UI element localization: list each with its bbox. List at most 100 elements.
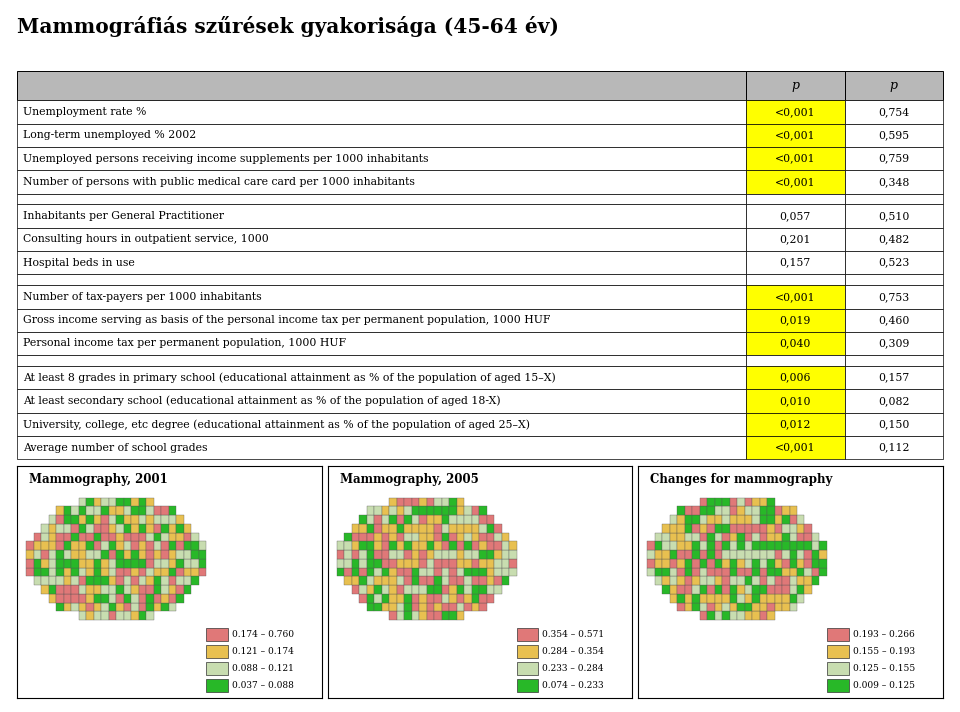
- Bar: [94, 506, 102, 515]
- Bar: [79, 577, 86, 585]
- Bar: [782, 567, 789, 577]
- Bar: [722, 602, 730, 612]
- Text: 0,523: 0,523: [878, 258, 909, 268]
- Bar: [782, 594, 789, 602]
- Bar: [737, 612, 745, 620]
- Bar: [94, 612, 102, 620]
- Bar: [191, 533, 199, 541]
- Bar: [722, 533, 730, 541]
- Text: 0,006: 0,006: [780, 372, 811, 382]
- Bar: [714, 550, 722, 559]
- Bar: [746, 366, 845, 389]
- Bar: [471, 567, 479, 577]
- Bar: [700, 602, 708, 612]
- Bar: [775, 515, 782, 524]
- Bar: [420, 541, 426, 550]
- Bar: [426, 541, 434, 550]
- Bar: [57, 533, 64, 541]
- Bar: [746, 228, 845, 251]
- Bar: [146, 594, 154, 602]
- Bar: [374, 506, 382, 515]
- Bar: [662, 567, 670, 577]
- Bar: [782, 585, 789, 594]
- Bar: [759, 524, 767, 533]
- Bar: [57, 515, 64, 524]
- Bar: [700, 550, 708, 559]
- Bar: [464, 515, 471, 524]
- Bar: [426, 577, 434, 585]
- Bar: [426, 506, 434, 515]
- Bar: [797, 533, 804, 541]
- Bar: [49, 559, 57, 567]
- Bar: [146, 559, 154, 567]
- Bar: [94, 515, 102, 524]
- Bar: [382, 541, 389, 550]
- Bar: [41, 559, 49, 567]
- Bar: [767, 498, 775, 506]
- Bar: [714, 533, 722, 541]
- Bar: [746, 204, 845, 228]
- Bar: [79, 524, 86, 533]
- Bar: [374, 515, 382, 524]
- Bar: [420, 612, 426, 620]
- Bar: [471, 515, 479, 524]
- Bar: [17, 251, 746, 274]
- Bar: [449, 524, 457, 533]
- Bar: [94, 533, 102, 541]
- Bar: [730, 602, 737, 612]
- Bar: [730, 550, 737, 559]
- Bar: [102, 577, 108, 585]
- Bar: [487, 594, 494, 602]
- Bar: [827, 645, 849, 658]
- Bar: [820, 550, 827, 559]
- Bar: [132, 515, 139, 524]
- Bar: [412, 498, 420, 506]
- Bar: [708, 506, 714, 515]
- Bar: [79, 498, 86, 506]
- Bar: [714, 559, 722, 567]
- Text: Long-term unemployed % 2002: Long-term unemployed % 2002: [23, 130, 196, 140]
- Bar: [116, 550, 124, 559]
- Bar: [79, 602, 86, 612]
- Bar: [692, 550, 700, 559]
- Bar: [94, 550, 102, 559]
- Bar: [396, 602, 404, 612]
- Bar: [426, 602, 434, 612]
- Bar: [146, 585, 154, 594]
- Bar: [404, 585, 412, 594]
- Bar: [41, 524, 49, 533]
- Bar: [812, 567, 820, 577]
- Bar: [177, 550, 183, 559]
- Bar: [146, 550, 154, 559]
- Bar: [745, 550, 752, 559]
- Bar: [730, 612, 737, 620]
- Bar: [382, 524, 389, 533]
- Bar: [426, 550, 434, 559]
- Bar: [161, 524, 169, 533]
- Bar: [86, 506, 94, 515]
- Bar: [412, 541, 420, 550]
- Bar: [464, 585, 471, 594]
- Bar: [662, 550, 670, 559]
- Bar: [57, 550, 64, 559]
- Bar: [169, 550, 177, 559]
- Text: <0,001: <0,001: [775, 107, 815, 117]
- Bar: [359, 567, 367, 577]
- Bar: [804, 541, 812, 550]
- Bar: [132, 498, 139, 506]
- Bar: [752, 577, 759, 585]
- Bar: [17, 204, 746, 228]
- Bar: [708, 498, 714, 506]
- Bar: [71, 602, 79, 612]
- Bar: [457, 498, 464, 506]
- Bar: [708, 602, 714, 612]
- Bar: [479, 533, 487, 541]
- Bar: [146, 577, 154, 585]
- Bar: [154, 577, 161, 585]
- Bar: [708, 550, 714, 559]
- Bar: [139, 550, 146, 559]
- Bar: [692, 515, 700, 524]
- Bar: [86, 550, 94, 559]
- Bar: [154, 541, 161, 550]
- Bar: [367, 602, 374, 612]
